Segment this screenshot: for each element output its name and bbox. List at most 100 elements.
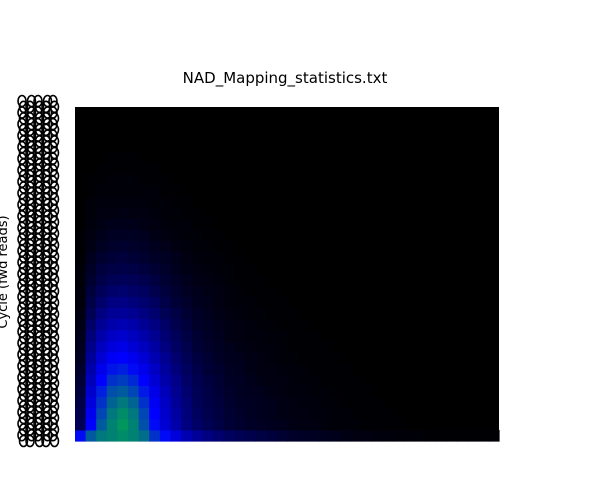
heatmap-cell (96, 340, 108, 353)
heatmap-cell (117, 262, 129, 275)
heatmap-cell (149, 173, 161, 186)
heatmap-cell (96, 318, 108, 331)
heatmap-cell (138, 396, 150, 409)
heatmap-cell (170, 418, 182, 431)
heatmap-cell (149, 318, 161, 331)
heatmap-cell (255, 351, 267, 364)
heatmap-cell (159, 251, 171, 264)
heatmap-cell (424, 429, 436, 442)
heatmap-cell (85, 407, 97, 420)
heatmap-cell (181, 296, 193, 308)
heatmap-cell (181, 329, 193, 342)
heatmap-cell (159, 184, 171, 197)
heatmap-cell (318, 374, 330, 386)
heatmap-cell (149, 407, 161, 420)
heatmap-cell (106, 318, 118, 331)
heatmap-cell (85, 296, 97, 308)
heatmap-cell (202, 229, 214, 242)
heatmap-cell (212, 340, 224, 353)
heatmap-cell (297, 340, 309, 353)
heatmap-cell (223, 418, 235, 431)
heatmap-cell (159, 240, 171, 253)
heatmap-cell (318, 340, 330, 353)
heatmap-cell (75, 262, 87, 275)
heatmap-cell (191, 285, 203, 297)
heatmap-cell (181, 196, 193, 208)
heatmap-cell (138, 262, 150, 275)
heatmap-cell (265, 340, 277, 353)
heatmap-cell (138, 340, 150, 353)
heatmap-cell (159, 196, 171, 208)
heatmap-cell (265, 396, 277, 409)
heatmap-cell (85, 418, 97, 431)
heatmap-cell (138, 285, 150, 297)
heatmap-cell (287, 318, 299, 331)
heatmap-cell (244, 340, 256, 353)
heatmap-cell (297, 396, 309, 409)
heatmap-cell (234, 340, 246, 353)
heatmap-cell (138, 318, 150, 331)
heatmap-cell (149, 285, 161, 297)
heatmap-cell (149, 240, 161, 253)
heatmap-cell (96, 218, 108, 231)
heatmap-cell (96, 429, 108, 442)
heatmap-cell (128, 262, 140, 275)
heatmap-cell (106, 207, 118, 219)
heatmap-cell (223, 340, 235, 353)
heatmap-cell (85, 385, 97, 398)
heatmap-cell (149, 162, 161, 175)
heatmap-cell (85, 351, 97, 364)
heatmap-cell (234, 274, 246, 286)
heatmap-cell (170, 196, 182, 208)
heatmap-cell (170, 207, 182, 219)
heatmap-cell (96, 207, 108, 219)
heatmap-cell (255, 407, 267, 420)
heatmap-cell (212, 351, 224, 364)
y-tick-mark (33, 428, 43, 442)
heatmap-cell (287, 329, 299, 342)
heatmap-cell (234, 396, 246, 409)
heatmap-cell (202, 296, 214, 308)
heatmap-cell (276, 296, 288, 308)
heatmap-cell (117, 162, 129, 175)
heatmap-cell (318, 418, 330, 431)
heatmap-cell (117, 374, 129, 386)
heatmap-cell (75, 396, 87, 409)
heatmap-cell (106, 262, 118, 275)
heatmap-cell (106, 340, 118, 353)
heatmap-cell (181, 385, 193, 398)
heatmap-cell (96, 240, 108, 253)
heatmap-cell (191, 351, 203, 364)
heatmap-cell (297, 385, 309, 398)
heatmap-cell (170, 374, 182, 386)
heatmap-cell (265, 307, 277, 320)
heatmap-cell (446, 429, 458, 442)
heatmap-cell (128, 184, 140, 197)
heatmap-cell (128, 229, 140, 242)
heatmap-cell (361, 407, 373, 420)
heatmap-cell (128, 407, 140, 420)
heatmap-cell (371, 407, 383, 420)
heatmap-cell (85, 251, 97, 264)
heatmap-cell (265, 363, 277, 375)
heatmap-cell (234, 307, 246, 320)
heatmap-cell (159, 407, 171, 420)
heatmap-cell (318, 396, 330, 409)
heatmap-cell (191, 207, 203, 219)
heatmap-cell (287, 340, 299, 353)
heatmap-cell (128, 162, 140, 175)
heatmap-cell (223, 262, 235, 275)
heatmap-cell (138, 385, 150, 398)
heatmap-cell (159, 173, 171, 186)
heatmap-cell (85, 329, 97, 342)
heatmap-cell (244, 351, 256, 364)
heatmap-cell (106, 251, 118, 264)
heatmap-cell (403, 429, 415, 442)
heatmap-cell (244, 363, 256, 375)
heatmap-cell (191, 396, 203, 409)
heatmap-cell (308, 407, 320, 420)
heatmap-cell (149, 274, 161, 286)
heatmap-cell (382, 407, 394, 420)
heatmap-cell (170, 274, 182, 286)
heatmap-cell (191, 240, 203, 253)
